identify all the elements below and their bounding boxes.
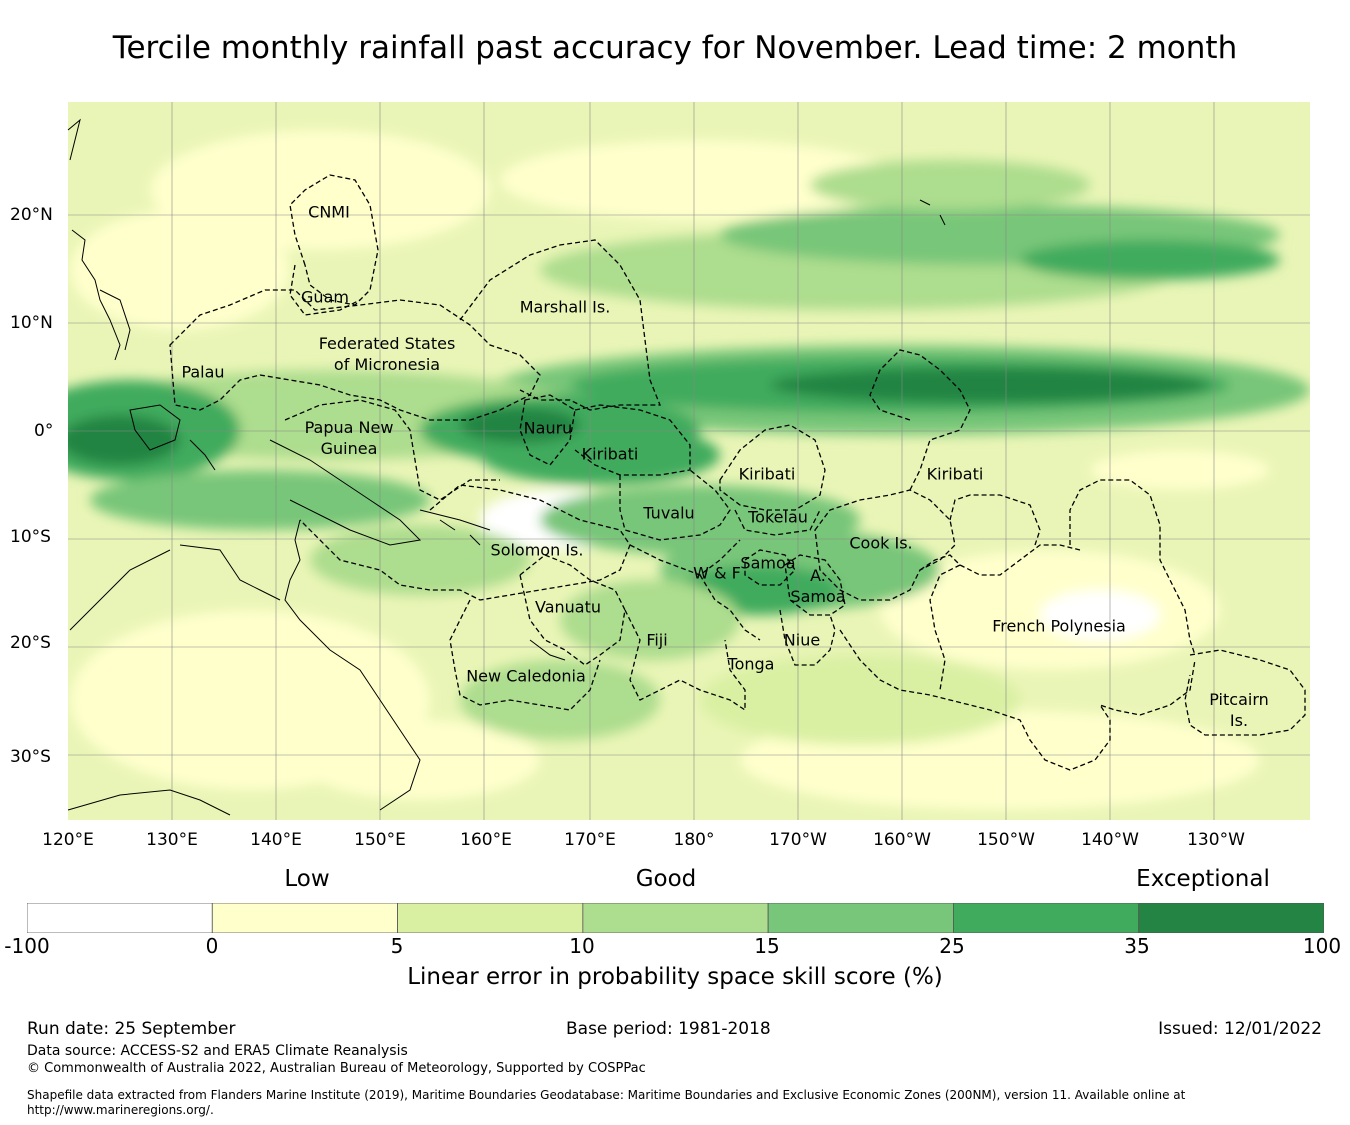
colorbar-tick: 25 — [939, 934, 965, 958]
lat-label: 20°N — [10, 205, 53, 225]
colorbar-segment — [767, 903, 954, 933]
region-label-line: Samoa — [790, 587, 846, 606]
colorbar-tick: 100 — [1302, 934, 1342, 958]
region-label-fiji: Fiji — [646, 630, 668, 650]
lon-label: 150°E — [354, 830, 406, 850]
lon-label: 120°E — [42, 830, 94, 850]
region-label-tokelau: Tokelau — [748, 507, 808, 527]
region-label-french-polynesia: French Polynesia — [992, 616, 1126, 636]
region-label-cnmi: CNMI — [308, 202, 350, 222]
region-label-kiribati-west: Kiribati — [581, 444, 639, 464]
region-label-tuvalu: Tuvalu — [643, 503, 695, 523]
region-label-vanuatu: Vanuatu — [534, 597, 602, 617]
lon-label: 180° — [673, 830, 715, 850]
region-label-solomon: Solomon Is. — [490, 540, 584, 560]
data-source: Data source: ACCESS-S2 and ERA5 Climate … — [27, 1043, 408, 1059]
lon-label: 140°E — [250, 830, 302, 850]
region-label-pitcairn: Pitcairn Is. — [1209, 689, 1269, 731]
legend-category-low: Low — [284, 866, 330, 892]
legend-category-exceptional: Exceptional — [1136, 866, 1270, 892]
lon-label: 170°E — [564, 830, 616, 850]
region-label-line: of Micronesia — [333, 355, 441, 374]
skill-field — [68, 102, 1310, 820]
colorbar-segment — [1138, 903, 1324, 933]
colorbar-tick: 35 — [1124, 934, 1150, 958]
region-label-png: Papua New Guinea — [305, 417, 394, 459]
lat-label: 0° — [34, 421, 54, 441]
base-period: Base period: 1981-2018 — [566, 1019, 771, 1039]
region-label-niue: Niue — [783, 630, 821, 650]
lon-label: 130°W — [1187, 830, 1245, 850]
region-label-marshall: Marshall Is. — [519, 297, 611, 317]
region-label-line: Papua New — [304, 418, 394, 437]
map-title: Tercile monthly rainfall past accuracy f… — [112, 30, 1238, 66]
colorbar-segment — [211, 903, 398, 933]
colorbar-segment — [27, 903, 213, 933]
lon-label: 160°E — [460, 830, 512, 850]
region-label-line: Is. — [1229, 711, 1249, 730]
region-label-line: Federated States — [318, 334, 456, 353]
coastlines — [67, 118, 946, 816]
region-label-line: A. — [810, 566, 826, 585]
region-label-tonga: Tonga — [727, 654, 775, 674]
lon-label: 140°W — [1081, 830, 1139, 850]
colorbar — [27, 903, 1324, 933]
eez-boundaries — [169, 174, 1306, 771]
region-label-samoa: Samoa — [740, 553, 796, 573]
lon-label: 170°W — [769, 830, 827, 850]
lon-label: 130°E — [146, 830, 198, 850]
lon-label: 160°W — [873, 830, 931, 850]
region-label-palau: Palau — [181, 362, 225, 382]
colorbar-title: Linear error in probability space skill … — [407, 964, 943, 990]
region-label-new-caledonia: New Caledonia — [466, 666, 586, 686]
region-label-line: Guinea — [320, 439, 378, 458]
region-label-line: Pitcairn — [1209, 690, 1269, 709]
region-label-wallis-futuna: W & F — [693, 563, 741, 583]
issued-date: Issued: 12/01/2022 — [1158, 1019, 1322, 1039]
colorbar-tick: 10 — [569, 934, 595, 958]
region-label-nauru: Nauru — [523, 418, 573, 438]
shapefile-url: http://www.marineregions.org/. — [27, 1103, 214, 1117]
lat-label: 10°N — [10, 313, 53, 333]
colorbar-tick: 5 — [390, 934, 404, 958]
colorbar-tick: 0 — [205, 934, 219, 958]
lat-label: 20°S — [10, 633, 51, 653]
lon-label: 150°W — [977, 830, 1035, 850]
colorbar-segment — [582, 903, 769, 933]
colorbar-segment — [397, 903, 584, 933]
region-label-cook: Cook Is. — [849, 533, 913, 553]
region-label-american-samoa: A. Samoa — [790, 565, 845, 607]
lat-label: 30°S — [10, 747, 51, 767]
graticule — [68, 102, 1310, 820]
region-label-kiribati-central: Kiribati — [738, 464, 796, 484]
copyright: © Commonwealth of Australia 2022, Austra… — [27, 1061, 646, 1076]
colorbar-tick: -100 — [4, 934, 50, 958]
shapefile-credit: Shapefile data extracted from Flanders M… — [27, 1088, 1186, 1102]
legend-category-good: Good — [635, 866, 697, 892]
region-label-fsm: Federated States of Micronesia — [319, 333, 456, 375]
region-label-guam: Guam — [301, 287, 349, 307]
colorbar-segment — [953, 903, 1140, 933]
run-date: Run date: 25 September — [27, 1019, 236, 1039]
lat-label: 10°S — [10, 527, 51, 547]
region-label-kiribati-east: Kiribati — [926, 464, 984, 484]
colorbar-tick: 15 — [754, 934, 780, 958]
